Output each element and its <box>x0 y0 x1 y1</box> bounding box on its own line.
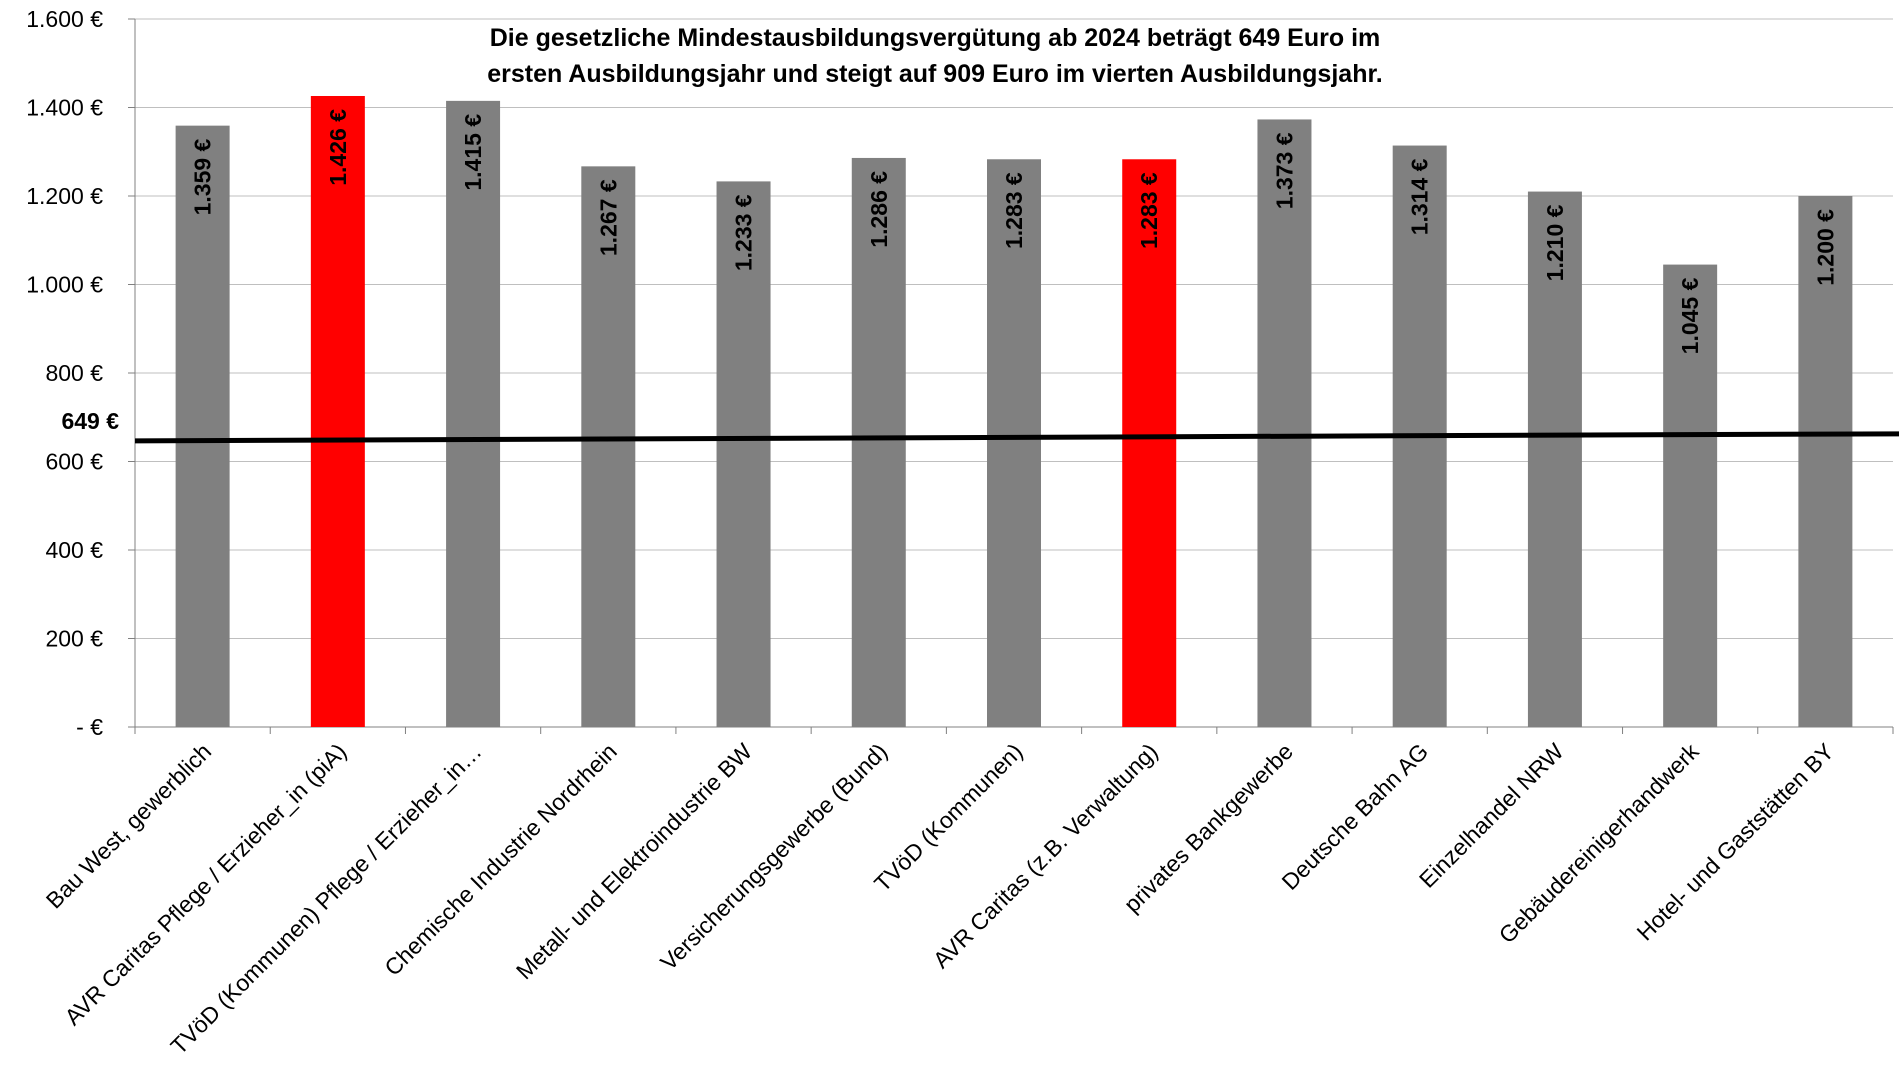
chart-title-line-2: ersten Ausbildungsjahr und steigt auf 90… <box>487 60 1383 88</box>
y-tick-label: 400 € <box>45 537 103 563</box>
x-category-label: Versicherungsgewerbe (Bund) <box>655 738 892 975</box>
data-labels: 1.359 € 1.426 € 1.415 € 1.267 € 1.233 € 1.286… <box>190 109 1839 355</box>
bar <box>1527 191 1582 727</box>
y-axis-tick-labels: - € 200 € 400 € 600 € 800 € 1.000 € 1.200 € 1.4… <box>26 6 103 740</box>
reference-line-group: 649 € <box>61 408 1899 444</box>
bar <box>310 95 365 728</box>
bar <box>716 181 771 727</box>
x-category-label: Deutsche Bahn AG <box>1277 738 1434 895</box>
bar <box>1257 119 1312 727</box>
data-label: 1.314 € <box>1407 158 1433 235</box>
bar <box>581 166 636 728</box>
y-tick-label: 1.600 € <box>26 6 103 32</box>
data-label: 1.283 € <box>1136 172 1162 249</box>
data-label: 1.210 € <box>1542 204 1568 281</box>
x-category-label: Einzelhandel NRW <box>1414 738 1569 893</box>
data-label: 1.359 € <box>190 138 216 215</box>
y-tick-label: 1.200 € <box>26 183 103 209</box>
chart-title: Die gesetzliche Mindestausbildungsvergüt… <box>360 20 1510 92</box>
reference-line-label: 649 € <box>61 408 119 434</box>
y-tick-label: 600 € <box>45 449 103 475</box>
bar <box>175 125 230 727</box>
data-label: 1.233 € <box>731 194 757 271</box>
y-tick-label: 800 € <box>45 360 103 386</box>
y-tick-label: 200 € <box>45 626 103 652</box>
x-category-label: TVöD (Kommunen) <box>869 738 1027 896</box>
data-label: 1.286 € <box>866 171 892 248</box>
x-category-label: Metall- und Elektroindustrie BW <box>511 738 757 984</box>
data-label: 1.267 € <box>595 179 621 256</box>
x-category-label: Chemische Industrie Nordrhein <box>379 738 622 981</box>
reference-line <box>134 431 1899 444</box>
bar <box>1122 159 1177 727</box>
data-label: 1.426 € <box>325 109 351 186</box>
data-label: 1.045 € <box>1677 277 1703 354</box>
bar <box>851 157 906 727</box>
x-category-label: AVR Caritas Pflege / Erzieher_in (piA) <box>59 738 351 1030</box>
data-label: 1.283 € <box>1001 172 1027 249</box>
x-category-label: AVR Caritas (z.B. Verwaltung) <box>928 738 1163 973</box>
bars <box>175 95 1853 728</box>
x-category-label: TVöD (Kommunen) Pflege / Erzieher_in… <box>165 738 486 1059</box>
bar <box>987 159 1041 727</box>
chart-title-line-1: Die gesetzliche Mindestausbildungsvergüt… <box>489 24 1381 52</box>
bar <box>1798 196 1853 727</box>
bar <box>1663 264 1718 727</box>
y-tick-label: 1.000 € <box>26 272 103 298</box>
data-label: 1.373 € <box>1271 132 1297 209</box>
y-tick-label: 1.400 € <box>26 95 103 121</box>
bar <box>446 100 501 728</box>
y-tick-label: - € <box>76 714 103 740</box>
data-label: 1.415 € <box>460 114 486 191</box>
data-label: 1.200 € <box>1812 209 1838 286</box>
